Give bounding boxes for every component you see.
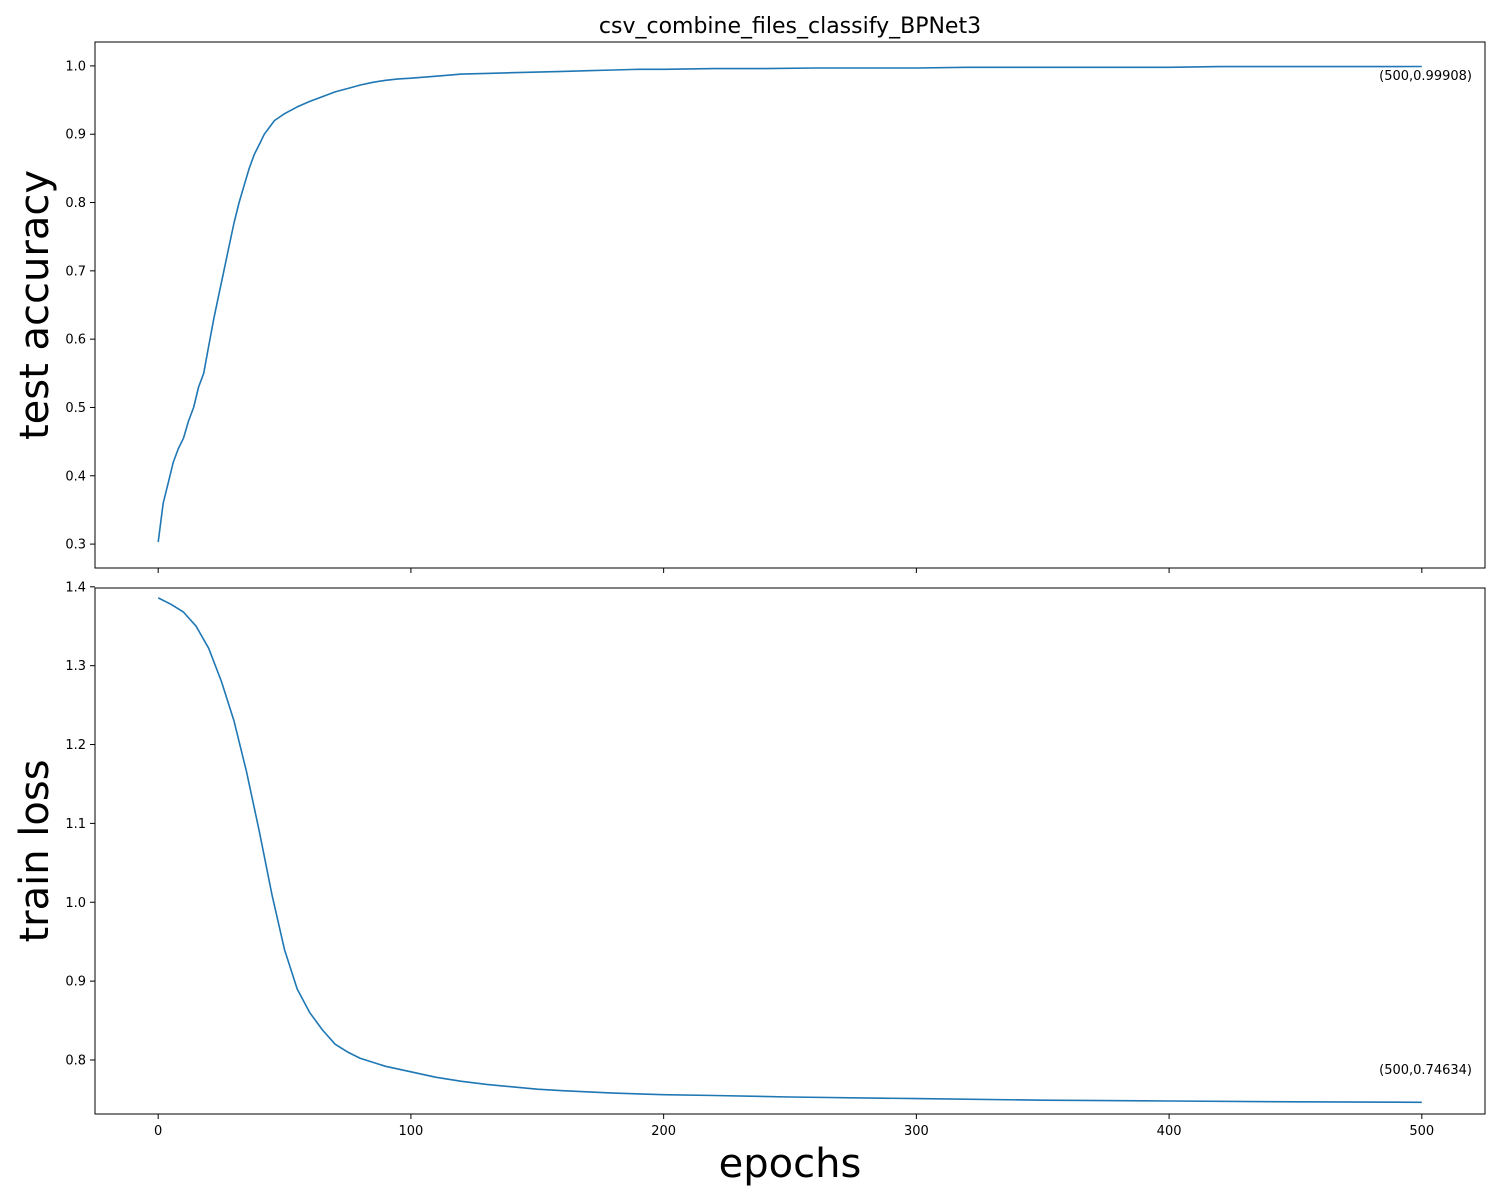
- y-tick-label: 0.3: [65, 538, 86, 553]
- y-tick-label: 1.2: [65, 738, 86, 753]
- loss-panel: 0.8 0.9 1.0 1.1 1.2 1.3 1.4 0 100 200 300 400 500 t…: [12, 580, 1486, 1139]
- y-tick-label: 0.6: [65, 333, 86, 348]
- accuracy-xticks: [157, 568, 1423, 573]
- x-tick-label: 400: [1157, 1124, 1182, 1139]
- figure-title: csv_combine_files_classify_BPNet3: [599, 14, 981, 39]
- y-tick-label: 0.9: [65, 975, 86, 990]
- y-tick-label: 0.5: [65, 401, 86, 416]
- accuracy-axes-frame: [94, 41, 1486, 569]
- loss-xticks: 0 100 200 300 400 500: [154, 1114, 1434, 1139]
- y-tick-label: 1.0: [65, 896, 86, 911]
- accuracy-panel: 0.3 0.4 0.5 0.6 0.7 0.8 0.9 1.0 test accuracy (…: [12, 41, 1486, 573]
- y-tick-label: 0.4: [65, 469, 86, 484]
- x-tick-label: 200: [651, 1124, 676, 1139]
- x-tick-label: 0: [154, 1124, 162, 1139]
- y-tick-label: 1.4: [65, 580, 86, 595]
- y-tick-label: 0.8: [65, 1053, 86, 1068]
- y-tick-label: 0.9: [65, 128, 86, 143]
- accuracy-end-annotation: (500,0.99908): [1379, 69, 1472, 84]
- loss-ylabel: train loss: [12, 759, 58, 942]
- x-tick-label: 500: [1409, 1124, 1434, 1139]
- y-tick-label: 1.1: [65, 817, 86, 832]
- accuracy-line: [157, 65, 1422, 543]
- accuracy-yticks: 0.3 0.4 0.5 0.6 0.7 0.8 0.9 1.0: [65, 59, 95, 553]
- loss-end-annotation: (500,0.74634): [1379, 1063, 1472, 1078]
- accuracy-ylabel: test accuracy: [12, 170, 58, 440]
- x-tick-label: 100: [398, 1124, 423, 1139]
- x-axis-label: epochs: [719, 1141, 862, 1187]
- loss-line: [157, 597, 1422, 1104]
- loss-axes-frame: [94, 587, 1486, 1115]
- y-tick-label: 1.3: [65, 659, 86, 674]
- y-tick-label: 0.8: [65, 196, 86, 211]
- y-tick-label: 0.7: [65, 264, 86, 279]
- loss-yticks: 0.8 0.9 1.0 1.1 1.2 1.3 1.4: [65, 580, 95, 1068]
- y-tick-label: 1.0: [65, 59, 86, 74]
- x-tick-label: 300: [904, 1124, 929, 1139]
